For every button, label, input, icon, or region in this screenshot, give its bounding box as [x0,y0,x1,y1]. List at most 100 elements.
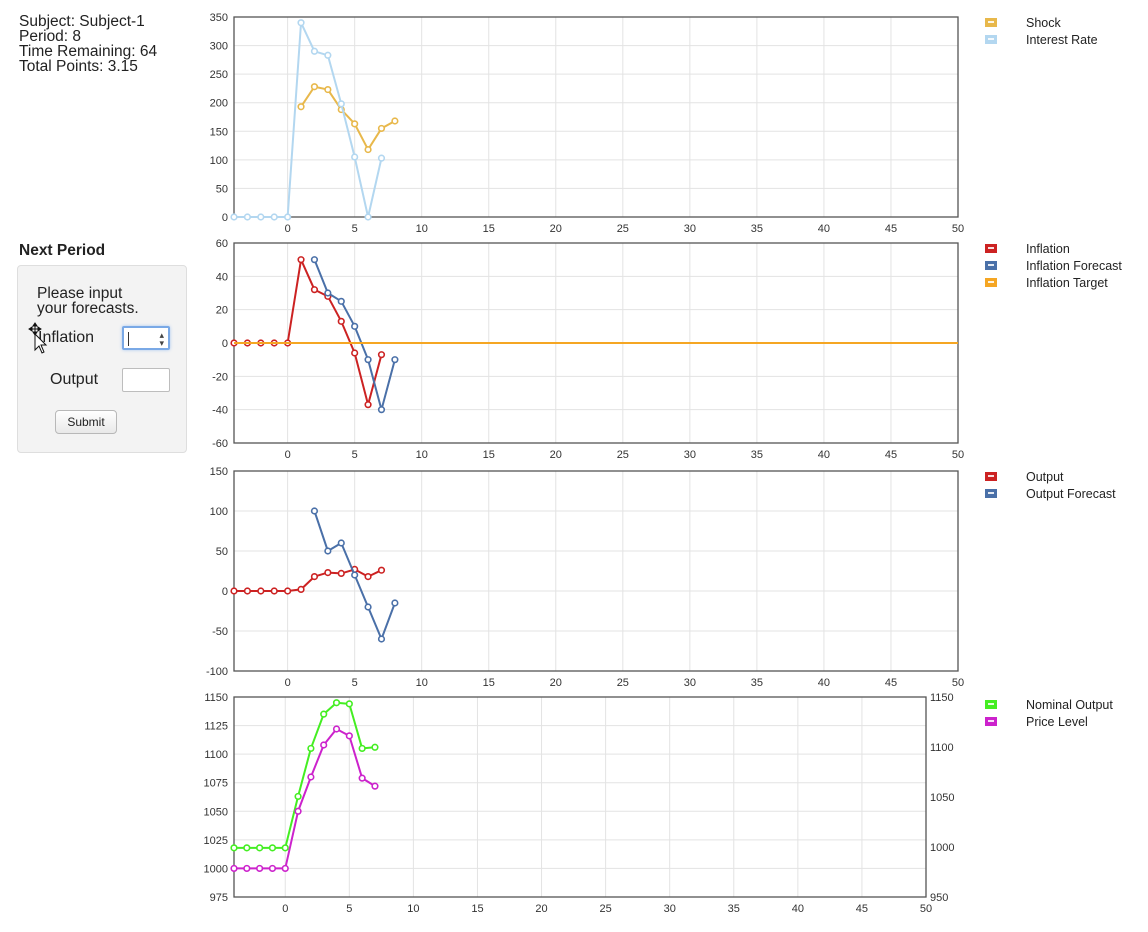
x-tick-label: 10 [416,449,428,461]
data-point [281,864,289,873]
data-point [345,732,353,740]
data-point [230,864,238,873]
data-point [391,356,399,364]
x-tick-label: 50 [952,677,964,689]
x-tick-label: 30 [684,677,696,689]
legend-swatch [985,278,997,287]
y-tick-label: 50 [216,546,228,558]
output-input[interactable] [122,368,170,392]
legend-label: Inflation Target [1026,275,1108,290]
chart-2: 0 5 10 15 20 25 30 35 40 45 50 -60 -40 -20 0 20 40 60 [212,238,964,461]
legend-item: Interest Rate [985,31,1098,48]
y-tick-label: 1025 [204,835,228,847]
total-points-label: Total Points: 3.15 [19,58,138,75]
data-point [391,599,399,607]
spinner-arrows-icon[interactable]: ▴ ▾ [159,330,164,348]
series-price-level [230,725,379,873]
x-tick-label: 40 [818,223,830,235]
x-tick-label: 45 [885,677,897,689]
x-tick-label: 10 [416,677,428,689]
x-tick-label: 0 [285,449,291,461]
x-tick-label: 30 [684,223,696,235]
forecast-form: Please input your forecasts. Inflation ▴… [17,265,187,453]
move-cursor-icon [28,322,48,354]
data-point [358,774,366,782]
y-tick-label: -40 [212,405,228,417]
y-tick-label: 100 [210,155,228,167]
y-tick-label: 50 [216,183,228,195]
data-point [351,571,359,579]
data-point [307,744,315,753]
data-point [310,83,319,91]
data-point [371,743,379,751]
legend-item: Shock [985,14,1098,31]
y-tick-label: 1000 [204,863,228,875]
y-tick-label: 250 [210,69,228,81]
data-point [377,635,386,643]
data-point [371,782,379,790]
data-point [310,286,319,294]
data-point [310,256,319,264]
x-tick-label: 30 [684,449,696,461]
legend-swatch [985,717,997,726]
data-point [351,153,359,161]
data-point [332,725,341,733]
data-point [364,356,372,364]
data-point [310,507,319,515]
data-point [324,568,332,577]
y-tick-label: 20 [216,305,228,317]
data-point [345,700,353,708]
plot-frame [233,696,927,898]
legend-swatch [985,18,997,27]
x-tick-label: 25 [617,223,629,235]
y-tick-label: 150 [210,126,228,138]
legend-item: Inflation Forecast [985,257,1122,274]
data-point [337,317,345,325]
data-point [297,256,305,264]
y-tick-label: 300 [210,41,228,53]
data-point [257,587,265,595]
x-tick-label: 40 [818,449,830,461]
x-tick-label: 5 [352,677,358,689]
data-point [324,51,332,59]
x-tick-label: 20 [535,903,547,915]
period-label: Period: 8 [19,28,82,45]
x-tick-label: 15 [471,903,483,915]
data-point [243,587,252,595]
x-tick-label: 20 [550,223,562,235]
x-tick-label: 20 [550,449,562,461]
x-tick-label: 35 [751,449,763,461]
inflation-input[interactable]: ▴ ▾ [122,326,170,350]
y-tick-label: -20 [212,371,228,383]
series-line [234,21,383,218]
x-tick-label: 0 [285,223,291,235]
y2-tick-label: 1050 [930,792,954,804]
x-tick-label: 50 [952,449,964,461]
data-point [337,100,345,108]
x-tick-label: 5 [346,903,352,915]
prompt-line-2: your forecasts. [37,300,139,317]
y2-tick-label: 1100 [930,742,954,754]
legend-swatch [985,261,997,270]
series-inflation [230,256,386,409]
y-tick-label: 100 [210,506,228,518]
x-tick-label: 40 [792,903,804,915]
legend-item: Inflation [985,240,1122,257]
y-tick-label: 0 [222,586,228,598]
y2-tick-label: 1000 [930,842,954,854]
y2-tick-label: 950 [930,892,948,904]
series-line [300,85,396,151]
data-point [243,864,251,873]
data-point [268,844,277,852]
plot-frame [233,470,959,672]
y-tick-label: 150 [210,466,228,478]
data-point [281,844,289,852]
x-tick-label: 15 [483,449,495,461]
data-point [337,539,345,547]
data-point [364,401,372,409]
submit-button[interactable]: Submit [55,410,117,434]
data-point [364,603,372,611]
data-point [310,47,319,55]
data-point [294,792,302,801]
